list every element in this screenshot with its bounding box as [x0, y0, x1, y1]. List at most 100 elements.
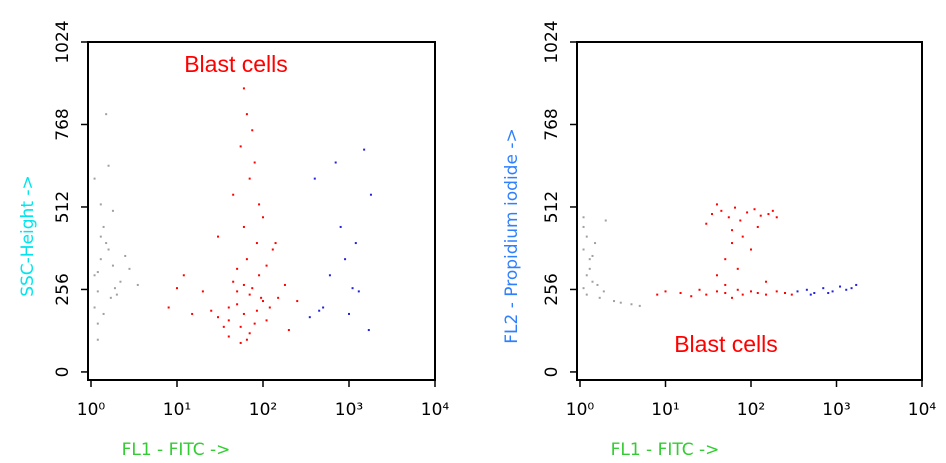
- data-point: [731, 229, 734, 232]
- data-point: [277, 296, 280, 299]
- data-point: [265, 264, 268, 267]
- data-point: [239, 341, 242, 344]
- data-point: [227, 335, 230, 338]
- data-point: [96, 338, 99, 341]
- data-point: [201, 290, 204, 293]
- x-tick-label: 10¹: [651, 400, 679, 420]
- data-point: [262, 300, 264, 303]
- data-point: [251, 129, 254, 132]
- data-point: [585, 235, 588, 238]
- x-axis-label: FL1 - FITC ->: [122, 440, 231, 460]
- data-point: [236, 303, 239, 306]
- data-point: [756, 225, 759, 228]
- x-tick-label: 10²: [737, 400, 765, 420]
- y-tick-label: 0: [53, 367, 73, 378]
- data-point: [253, 322, 256, 325]
- data-point: [124, 254, 127, 257]
- y-tick-label: 256: [542, 273, 562, 305]
- data-point: [227, 319, 230, 322]
- data-point: [604, 219, 607, 222]
- data-point: [251, 287, 254, 290]
- data-point: [232, 280, 235, 283]
- data-point: [93, 306, 96, 309]
- data-point: [613, 300, 616, 303]
- y-tick-label: 0: [542, 367, 562, 378]
- data-point: [102, 225, 105, 228]
- data-point: [262, 216, 264, 219]
- data-point: [845, 288, 848, 291]
- data-point: [308, 316, 311, 319]
- data-point: [715, 290, 718, 293]
- x-tick-label: 10⁰: [77, 400, 106, 420]
- data-point: [734, 206, 737, 209]
- data-point: [588, 267, 591, 270]
- data-point: [107, 164, 110, 167]
- x-tick-label: 10³: [335, 400, 363, 420]
- data-point: [239, 325, 242, 328]
- data-point: [217, 316, 220, 319]
- data-point: [258, 203, 261, 206]
- data-point: [746, 211, 749, 214]
- x-tick-label: 10¹: [163, 400, 191, 420]
- data-point: [255, 242, 258, 245]
- data-point: [322, 306, 325, 309]
- data-point: [727, 216, 730, 219]
- data-point: [351, 287, 354, 290]
- data-point: [105, 113, 108, 116]
- data-point: [128, 267, 131, 270]
- data-point: [210, 309, 213, 312]
- x-tick-label: 10⁴: [421, 400, 450, 420]
- data-point: [242, 312, 245, 315]
- y-tick-label: 1024: [542, 20, 562, 63]
- data-point: [750, 248, 752, 251]
- data-point: [831, 290, 834, 293]
- y-axis-label: SSC-Height ->: [18, 175, 38, 297]
- data-point: [813, 292, 816, 295]
- data-point: [283, 283, 286, 286]
- data-point: [242, 87, 245, 90]
- data-point: [265, 319, 268, 322]
- y-tick-label: 1024: [53, 20, 73, 63]
- data-point: [741, 235, 744, 238]
- data-point: [588, 258, 591, 261]
- data-point: [582, 248, 585, 251]
- data-point: [594, 242, 597, 245]
- y-tick-label: 768: [542, 108, 562, 140]
- data-point: [109, 296, 112, 299]
- data-point: [287, 329, 290, 332]
- data-point: [585, 274, 588, 277]
- data-point: [715, 274, 718, 277]
- data-point: [771, 209, 774, 212]
- data-point: [96, 271, 99, 274]
- data-point: [242, 283, 245, 286]
- data-point: [176, 287, 178, 290]
- data-point: [99, 203, 102, 206]
- data-point: [339, 225, 342, 228]
- data-point: [236, 290, 239, 293]
- y-axis-label: FL2 - Propidium iodide ->: [502, 128, 522, 343]
- data-point: [348, 312, 350, 315]
- data-point: [363, 148, 366, 151]
- data-point: [855, 283, 858, 286]
- data-point: [582, 225, 585, 228]
- data-point: [739, 219, 742, 222]
- y-tick-label: 512: [53, 191, 73, 223]
- y-tick-label: 768: [53, 108, 73, 140]
- data-point: [236, 267, 239, 270]
- data-point: [318, 309, 321, 312]
- data-point: [102, 312, 105, 315]
- x-axis-label: FL1 - FITC ->: [611, 440, 720, 460]
- data-point: [731, 296, 734, 299]
- data-point: [99, 235, 102, 238]
- data-point: [328, 274, 331, 277]
- data-point: [191, 312, 194, 315]
- data-point: [775, 216, 778, 219]
- data-point: [93, 177, 96, 180]
- data-point: [245, 338, 248, 341]
- data-point: [248, 332, 251, 335]
- data-point: [248, 293, 251, 296]
- data-point: [248, 177, 251, 180]
- data-point: [96, 322, 99, 325]
- plot-frame: [576, 41, 923, 381]
